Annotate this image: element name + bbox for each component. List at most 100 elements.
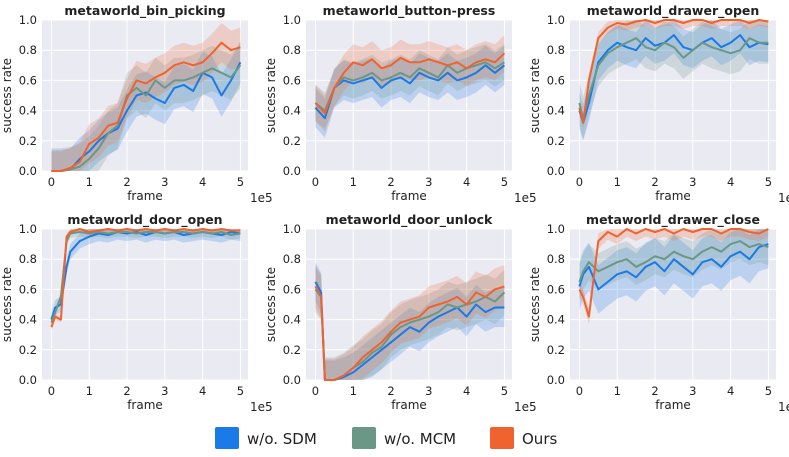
x-tick-label: 0 — [48, 384, 55, 398]
x-tick-label: 2 — [387, 384, 394, 398]
line-w-o-mcm — [578, 240, 769, 283]
y-tick-label: 0.6 — [547, 282, 565, 296]
band-w-o-sdm — [315, 45, 505, 138]
x-axis-multiplier: 1e5 — [514, 191, 537, 205]
x-tick-label: 4 — [727, 384, 734, 398]
x-tick-label: 2 — [651, 175, 658, 189]
x-axis-label: frame — [127, 398, 163, 412]
plot-series — [51, 23, 242, 172]
y-tick-label: 1.0 — [283, 222, 301, 236]
y-tick-label: 1.0 — [547, 13, 565, 27]
line-w-o-mcm — [578, 37, 769, 120]
x-tick-label: 5 — [501, 384, 508, 398]
chart-title: metaworld_drawer_open — [587, 3, 760, 19]
x-tick-label: 2 — [123, 175, 130, 189]
band-ours — [315, 35, 505, 132]
chart-panel-metaworld-bin-picking: 0.0 0.2 0.4 0.6 0.8 1.0 0 1 2 3 4 5 metaworld_bin_pi… — [0, 3, 273, 205]
y-axis-label: success rate — [0, 267, 14, 342]
chart-panel-metaworld-drawer-close: 0.0 0.2 0.4 0.6 0.8 1.0 0 1 2 3 4 5 metaworld_drawer… — [528, 212, 789, 414]
y-tick-label: 0.8 — [547, 43, 565, 57]
chart-panel-metaworld-door-open: 0.0 0.2 0.4 0.6 0.8 1.0 0 1 2 3 4 5 metaworld_door_o… — [0, 212, 273, 414]
y-tick-label: 0.2 — [547, 134, 565, 148]
line-ours — [314, 52, 506, 115]
x-tick-label: 4 — [463, 175, 470, 189]
plot-area — [42, 229, 248, 380]
y-tick-label: 0.8 — [283, 252, 301, 266]
line-ours — [578, 19, 769, 124]
y-tick-label: 0.0 — [19, 373, 37, 387]
legend-label-mcm: w/o. MCM — [384, 430, 456, 448]
x-tick-label: 4 — [727, 175, 734, 189]
x-tick-label: 0 — [576, 175, 583, 189]
y-tick-label: 0.2 — [19, 343, 37, 357]
legend-label-sdm: w/o. SDM — [247, 430, 317, 448]
chart-title: metaworld_drawer_close — [586, 212, 760, 228]
y-tick-label: 0.2 — [283, 134, 301, 148]
line-w-o-sdm — [578, 34, 769, 124]
x-tick-label: 3 — [689, 384, 696, 398]
x-tick-label: 5 — [765, 384, 772, 398]
x-tick-label: 4 — [463, 384, 470, 398]
chart-panel-metaworld-button-press: 0.0 0.2 0.4 0.6 0.8 1.0 0 1 2 3 4 5 metaworld_button… — [264, 3, 537, 205]
y-tick-label: 0.2 — [19, 134, 37, 148]
y-tick-label: 0.8 — [19, 252, 37, 266]
y-tick-label: 1.0 — [19, 13, 37, 27]
y-tick-label: 0.8 — [283, 43, 301, 57]
y-tick-label: 1.0 — [283, 13, 301, 27]
y-axis-label: success rate — [264, 58, 278, 133]
x-tick-label: 2 — [651, 384, 658, 398]
y-tick-label: 1.0 — [19, 222, 37, 236]
band-w-o-mcm — [579, 229, 769, 300]
line-ours — [51, 41, 241, 172]
plot-series — [578, 19, 769, 141]
y-axis-label: success rate — [264, 267, 278, 342]
plot-series — [578, 228, 769, 325]
x-tick-label: 2 — [387, 175, 394, 189]
y-tick-label: 0.6 — [547, 73, 565, 87]
x-axis-label: frame — [655, 398, 691, 412]
chart-title: metaworld_door_unlock — [326, 212, 493, 228]
line-w-o-sdm — [578, 243, 769, 291]
y-tick-label: 0.6 — [283, 282, 301, 296]
line-ours — [578, 228, 769, 318]
band-w-o-sdm — [51, 229, 241, 328]
legend-swatch-mcm — [352, 427, 376, 449]
plot-series — [314, 35, 506, 138]
x-axis-label: frame — [127, 189, 163, 203]
x-tick-label: 0 — [576, 384, 583, 398]
y-tick-label: 0.6 — [283, 73, 301, 87]
chart-panel-metaworld-door-unlock: 0.0 0.2 0.4 0.6 0.8 1.0 0 1 2 3 4 5 metaworld_door_u… — [264, 212, 537, 414]
x-tick-label: 2 — [123, 384, 130, 398]
legend: w/o. SDM w/o. MCM Ours — [215, 427, 557, 449]
x-tick-label: 1 — [350, 175, 357, 189]
chart-title: metaworld_button-press — [323, 3, 496, 19]
x-tick-label: 5 — [237, 384, 244, 398]
x-tick-label: 3 — [161, 175, 168, 189]
x-tick-label: 0 — [48, 175, 55, 189]
y-tick-label: 0.4 — [19, 313, 37, 327]
plot-series — [314, 262, 506, 381]
x-axis-multiplier: 1e5 — [778, 191, 789, 205]
chart-title: metaworld_bin_picking — [64, 3, 225, 19]
y-axis-label: success rate — [528, 58, 542, 133]
line-w-o-mcm — [51, 64, 242, 172]
x-tick-label: 1 — [86, 175, 93, 189]
y-tick-label: 0.4 — [283, 104, 301, 118]
line-w-o-mcm — [50, 231, 241, 323]
x-tick-label: 3 — [425, 175, 432, 189]
x-tick-label: 4 — [199, 175, 206, 189]
legend-swatch-sdm — [215, 427, 239, 449]
x-axis-label: frame — [391, 398, 427, 412]
x-tick-label: 5 — [237, 175, 244, 189]
legend-label-ours: Ours — [522, 430, 557, 448]
y-axis-label: success rate — [528, 267, 542, 342]
chart-panel-metaworld-drawer-open: 0.0 0.2 0.4 0.6 0.8 1.0 0 1 2 3 4 5 metaworld_drawer… — [528, 3, 789, 205]
band-w-o-sdm — [315, 262, 505, 380]
plot-area — [306, 20, 512, 171]
y-tick-label: 0.4 — [547, 104, 565, 118]
x-axis-multiplier: 1e5 — [250, 400, 273, 414]
x-tick-label: 0 — [312, 175, 319, 189]
x-axis-multiplier: 1e5 — [778, 400, 789, 414]
x-axis-label: frame — [655, 189, 691, 203]
y-tick-label: 0.2 — [547, 343, 565, 357]
